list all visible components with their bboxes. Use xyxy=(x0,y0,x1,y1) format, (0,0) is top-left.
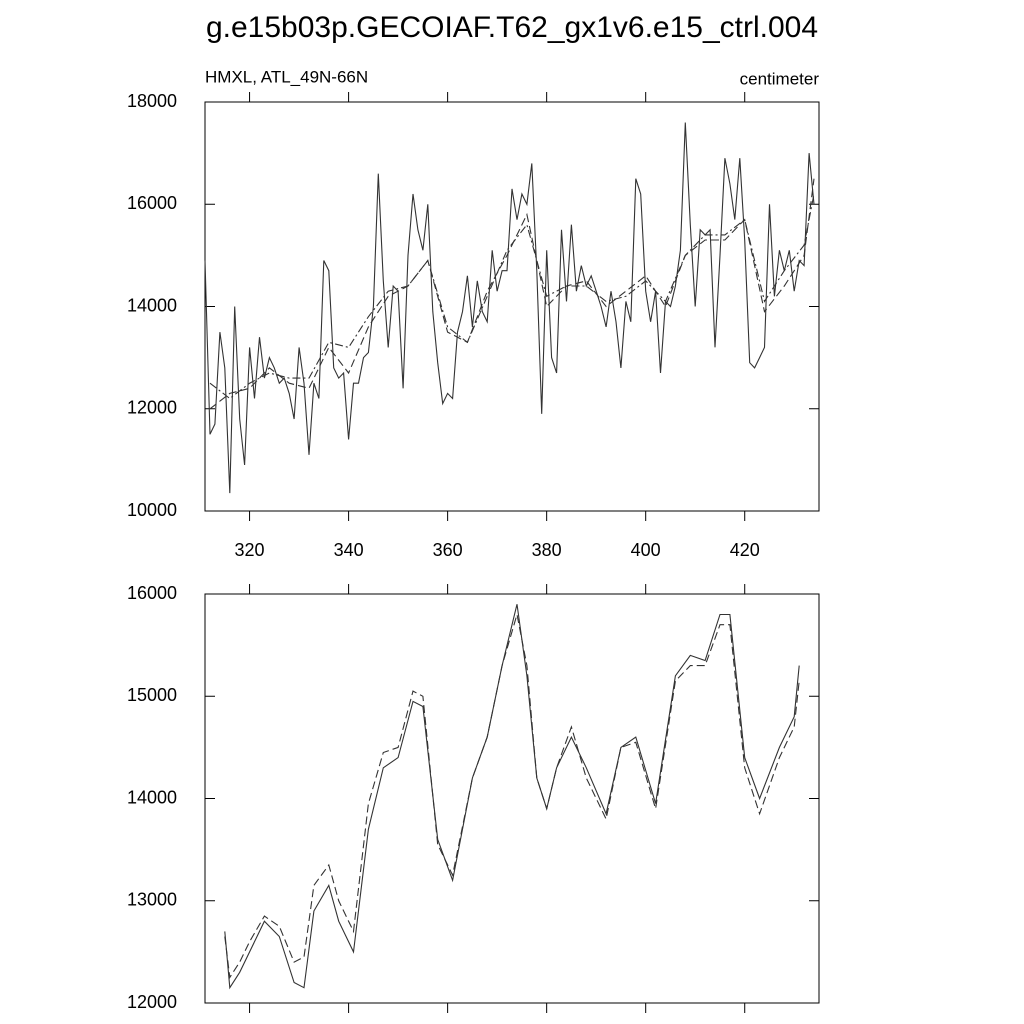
data-line xyxy=(204,122,815,494)
subtitle-right: centimeter xyxy=(740,69,820,88)
plot-frame xyxy=(204,101,820,512)
x-tick-label: 420 xyxy=(730,540,760,560)
figure-title: g.e15b03p.GECOIAF.T62_gx1v6.e15_ctrl.004 xyxy=(206,11,818,44)
subtitle-left: HMXL, ATL_49N-66N xyxy=(205,67,368,86)
x-tick-label: 380 xyxy=(532,540,562,560)
y-tick-label: 16000 xyxy=(127,583,177,603)
y-tick-label: 12000 xyxy=(127,398,177,418)
x-tick-label: 400 xyxy=(631,540,661,560)
plot-frame xyxy=(204,593,820,1004)
x-tick-label: 320 xyxy=(235,540,265,560)
data-line xyxy=(209,193,815,400)
data-line xyxy=(209,178,815,410)
y-tick-label: 14000 xyxy=(127,787,177,807)
y-tick-label: 15000 xyxy=(127,685,177,705)
x-tick-label: 340 xyxy=(334,540,364,560)
y-tick-label: 16000 xyxy=(127,193,177,213)
y-tick-label: 18000 xyxy=(127,91,177,111)
x-tick-label: 360 xyxy=(433,540,463,560)
data-line xyxy=(224,614,800,979)
data-line xyxy=(224,604,800,990)
y-tick-label: 10000 xyxy=(127,500,177,520)
y-tick-label: 13000 xyxy=(127,890,177,910)
y-tick-label: 14000 xyxy=(127,295,177,315)
y-tick-label: 12000 xyxy=(127,992,177,1012)
